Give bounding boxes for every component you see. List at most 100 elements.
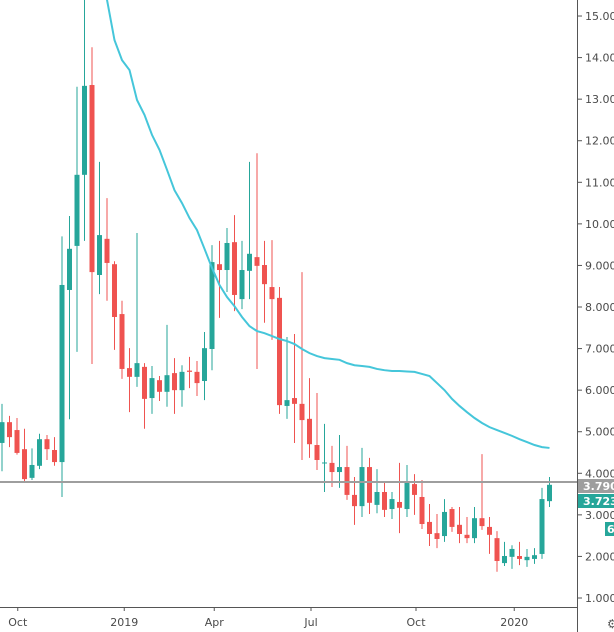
candle — [299, 272, 305, 460]
y-tick-label: 8.000 — [585, 301, 614, 314]
candle — [539, 487, 545, 559]
candle-body — [67, 248, 72, 290]
candle-body — [479, 518, 485, 527]
candle-body — [22, 449, 27, 480]
x-tick-label: 2019 — [110, 616, 138, 629]
candle-body — [457, 524, 462, 534]
candle — [224, 228, 230, 293]
candle — [397, 462, 402, 534]
candle — [464, 516, 470, 544]
candle — [37, 433, 42, 470]
candle — [149, 366, 155, 414]
candle-body — [224, 242, 230, 271]
candle — [239, 240, 245, 310]
candle — [502, 541, 507, 566]
candle-body — [74, 174, 80, 246]
y-tick-label: 9.000 — [585, 259, 614, 272]
candle-body — [37, 439, 42, 466]
candle — [254, 153, 260, 369]
x-tick-label: Apr — [205, 616, 225, 629]
candle — [337, 435, 342, 488]
candle-body — [194, 371, 200, 384]
candle — [277, 287, 282, 414]
x-axis-ticks: Oct 2019 Apr Jul Oct 2020 — [8, 607, 528, 629]
x-axis-area[interactable] — [0, 607, 577, 632]
candle-body — [404, 482, 410, 510]
candle-body — [149, 378, 155, 399]
candle-body — [397, 501, 402, 508]
y-tick-label: 10.000 — [585, 218, 614, 231]
candle — [389, 491, 395, 520]
gear-icon[interactable]: ⚙ — [607, 617, 614, 631]
y-tick-label: 2.000 — [585, 550, 614, 563]
candle-body — [314, 445, 320, 460]
candle-body — [487, 526, 492, 535]
candle — [134, 233, 140, 387]
candle — [14, 418, 20, 455]
candle-body — [232, 242, 237, 295]
candle — [179, 365, 185, 407]
candle-body — [44, 439, 50, 450]
candle-body — [374, 491, 380, 505]
candle-body — [97, 235, 102, 276]
candle-body — [127, 368, 132, 377]
candle — [29, 448, 35, 480]
candle-body — [329, 462, 335, 473]
candle — [367, 457, 372, 515]
candle — [449, 506, 455, 532]
candle-body — [449, 509, 455, 527]
candle-body — [104, 238, 110, 263]
candle-body — [164, 375, 170, 392]
candle-body — [284, 400, 290, 406]
candle — [164, 324, 170, 407]
y-tick-label: 14.000 — [585, 52, 614, 65]
candle-body — [389, 499, 395, 510]
y-tick-label: 1.000 — [585, 592, 614, 605]
candle — [269, 240, 275, 340]
candle — [142, 363, 147, 429]
candle-body — [187, 370, 192, 372]
candle — [262, 240, 267, 323]
candle — [217, 240, 222, 318]
candle-body — [547, 484, 552, 502]
candle-body — [209, 262, 215, 349]
candle — [532, 548, 537, 564]
extra-tag-label: 6 — [607, 523, 614, 536]
candle — [374, 469, 380, 514]
candle — [322, 423, 327, 492]
candle-body — [419, 496, 425, 525]
candle — [89, 47, 95, 364]
candle-body — [532, 555, 537, 559]
candle-body — [217, 264, 222, 271]
candle-body — [119, 314, 125, 369]
candle — [307, 378, 312, 458]
candle-body — [517, 556, 522, 559]
candle — [382, 482, 387, 517]
candle-body — [239, 270, 245, 300]
candle-body — [112, 264, 117, 317]
candle — [104, 198, 110, 301]
candle — [352, 477, 357, 525]
candle — [7, 415, 12, 448]
last-price-label: 3.723 — [583, 495, 614, 508]
extra-tag: 6 — [605, 522, 614, 536]
candle — [292, 334, 297, 443]
candle — [329, 445, 335, 488]
candle-body — [502, 556, 507, 564]
x-tick-label: 2020 — [500, 616, 528, 629]
candle-body — [524, 556, 530, 561]
candle — [404, 464, 410, 517]
candle — [524, 548, 530, 567]
candle-body — [464, 534, 470, 539]
candle — [112, 261, 117, 350]
last-price-tag: 3.723 — [578, 494, 614, 508]
candle — [517, 541, 522, 566]
candle — [44, 435, 50, 460]
candle-body — [157, 380, 162, 392]
candle — [52, 437, 57, 466]
y-axis-ticks: 1.000 2.000 3.000 4.000 5.000 6.000 7.000 8.000… — [577, 10, 614, 605]
candle — [157, 376, 162, 401]
x-tick-label: Oct — [406, 616, 426, 629]
candle-body — [509, 548, 515, 557]
